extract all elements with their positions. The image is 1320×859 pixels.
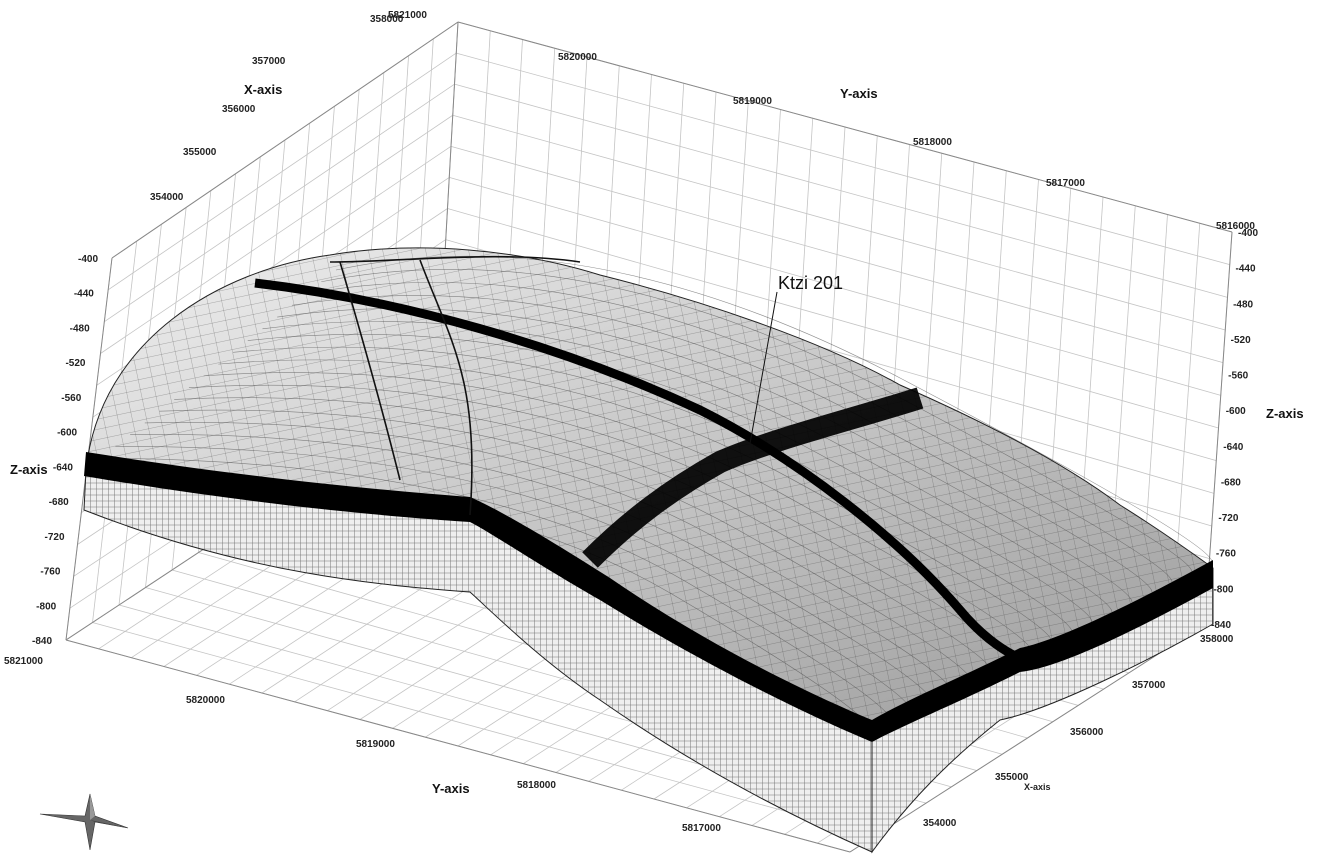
- fault-band-transverse: [582, 387, 924, 568]
- y-tick-front-5819000: 5819000: [356, 739, 395, 750]
- z-tick-right: -680: [1221, 477, 1241, 488]
- z-tick-left: -680: [49, 497, 69, 508]
- z-ticks-left: -400 -440 -480 -520 -560 -600 -640 -680 -720 -760…: [32, 254, 98, 647]
- compass-star-icon: [39, 793, 129, 851]
- x-tick-front-358000: 358000: [1200, 634, 1234, 645]
- y-corner-right: 5816000: [1216, 221, 1255, 232]
- y-tick-front-5818000: 5818000: [517, 780, 556, 791]
- x-tick-back-356000: 356000: [222, 104, 256, 115]
- reservoir-top-mesh: [86, 247, 1213, 732]
- y-tick-front-5817000: 5817000: [682, 823, 721, 834]
- y-tick-back-5819000: 5819000: [733, 96, 772, 107]
- z-tick-right: -640: [1223, 442, 1243, 453]
- reservoir-surface: [83, 247, 1214, 854]
- z-tick-right: -520: [1231, 335, 1251, 346]
- well-trace: [747, 291, 778, 456]
- x-tick-back-358000: 358000: [370, 14, 404, 25]
- z-tick-left: -400: [78, 254, 98, 265]
- z-tick-right: -560: [1228, 371, 1248, 382]
- x-tick-front-356000: 356000: [1070, 727, 1104, 738]
- z-axis-title-left: Z-axis: [10, 462, 48, 477]
- y-axis-title-back: Y-axis: [840, 86, 878, 101]
- z-tick-right: -400: [1238, 228, 1258, 239]
- z-tick-right: -480: [1233, 299, 1253, 310]
- y-tick-front-5821000: 5821000: [4, 656, 43, 667]
- fault-band-right: [872, 560, 1213, 742]
- z-tick-right: -720: [1218, 513, 1238, 524]
- z-tick-left: -480: [70, 323, 90, 334]
- y-tick-back-5817000: 5817000: [1046, 178, 1085, 189]
- x-axis-title-front: X-axis: [1024, 782, 1051, 792]
- y-tick-back-5818000: 5818000: [913, 137, 952, 148]
- z-tick-left: -520: [65, 358, 85, 369]
- z-tick-left: -560: [61, 393, 81, 404]
- z-tick-left: -600: [57, 428, 77, 439]
- z-tick-left: -840: [32, 636, 52, 647]
- well-label: Ktzi 201: [778, 273, 843, 293]
- z-tick-right: -840: [1211, 620, 1231, 631]
- x-axis-title-back: X-axis: [244, 82, 282, 97]
- well-ktzi-201: Ktzi 201: [747, 273, 843, 456]
- z-tick-right: -440: [1236, 264, 1256, 275]
- z-tick-left: -720: [45, 532, 65, 543]
- fault-traces: [329, 255, 581, 516]
- fault-band-front: [84, 452, 872, 742]
- x-corner-back: 5821000: [388, 10, 427, 21]
- y-tick-front-5820000: 5820000: [186, 695, 225, 706]
- z-ticks-right: -400 -440 -480 -520 -560 -600 -640 -680 -720 -760…: [1211, 228, 1258, 631]
- x-tick-front-354000: 354000: [923, 818, 957, 829]
- z-tick-right: -800: [1213, 584, 1233, 595]
- z-tick-left: -440: [74, 289, 94, 300]
- z-tick-left: -760: [40, 567, 60, 578]
- x-tick-back-357000: 357000: [252, 56, 286, 67]
- y-tick-back-5820000: 5820000: [558, 52, 597, 63]
- z-tick-right: -600: [1226, 406, 1246, 417]
- z-tick-left: -800: [36, 601, 56, 612]
- x-tick-front-357000: 357000: [1132, 680, 1166, 691]
- x-tick-front-355000: 355000: [995, 772, 1029, 783]
- axis-labels: X-axis Y-axis Z-axis Z-axis Y-axis X-axi…: [4, 10, 1304, 834]
- x-tick-back-354000: 354000: [150, 192, 184, 203]
- z-tick-left: -640: [53, 462, 73, 473]
- z-tick-right: -760: [1216, 549, 1236, 560]
- x-tick-back-355000: 355000: [183, 147, 217, 158]
- z-axis-title-right: Z-axis: [1266, 406, 1304, 421]
- y-axis-title-front: Y-axis: [432, 781, 470, 796]
